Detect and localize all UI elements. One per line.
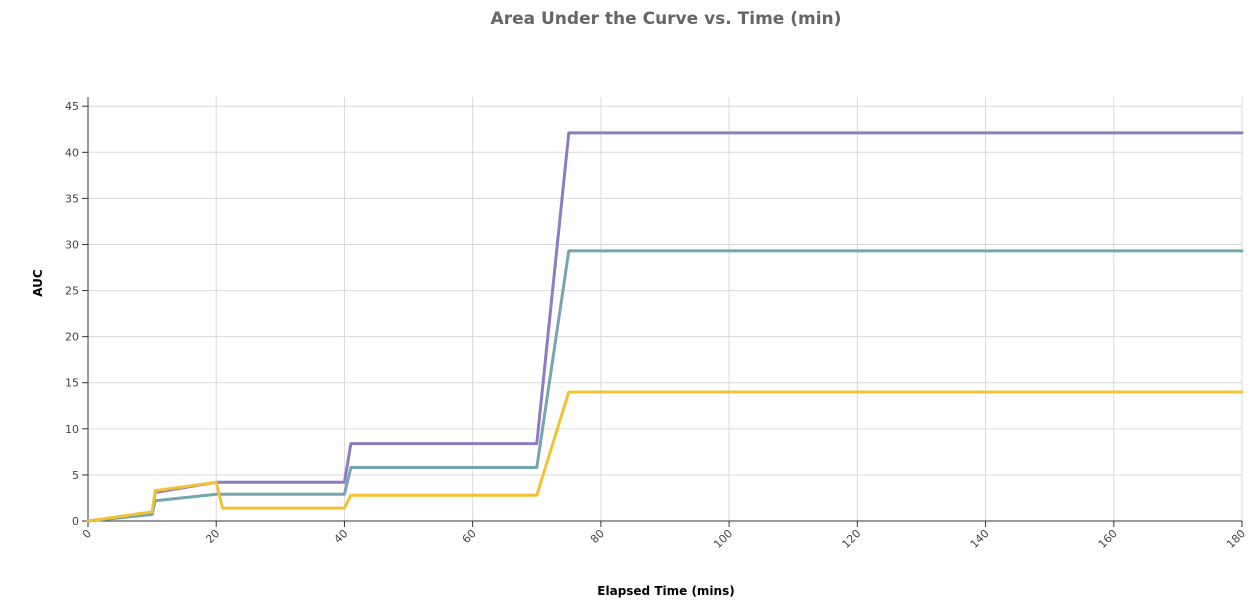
axes (88, 97, 1242, 521)
y-tick-label: 40 (65, 146, 79, 159)
y-tick-label: 45 (65, 100, 79, 113)
series-line-1 (88, 133, 1242, 521)
x-tick-label: 140 (968, 527, 992, 551)
x-tick-label: 160 (1096, 527, 1120, 551)
chart-title: Area Under the Curve vs. Time (min) (491, 9, 842, 29)
x-tick-label: 180 (1224, 527, 1248, 551)
y-tick-label: 15 (65, 377, 79, 390)
y-tick-label: 20 (65, 331, 79, 344)
y-tick-label: 30 (65, 238, 79, 251)
y-axis-label: AUC (31, 269, 45, 297)
x-tick-label: 20 (203, 527, 222, 546)
y-tick-label: 5 (72, 469, 79, 482)
y-tick-label: 0 (72, 515, 79, 528)
y-tick-label: 10 (65, 423, 79, 436)
y-tick-label: 35 (65, 192, 79, 205)
x-tick-label: 60 (460, 527, 479, 546)
x-tick-label: 100 (711, 527, 735, 551)
series-line-3 (88, 392, 1242, 521)
series-line-2 (88, 251, 1242, 521)
x-axis-label: Elapsed Time (mins) (597, 584, 734, 598)
y-axis-ticks: 0 5 10 15 20 25 30 35 40 45 (65, 100, 88, 528)
x-tick-label: 40 (331, 527, 350, 546)
x-axis-ticks: 0 20 40 60 80 100 120 140 160 180 (80, 521, 1248, 551)
y-tick-label: 25 (65, 285, 79, 298)
x-tick-label: 120 (839, 527, 863, 551)
x-tick-label: 0 (80, 527, 94, 541)
x-tick-label: 80 (588, 527, 607, 546)
series-lines (88, 133, 1242, 521)
grid-lines (88, 97, 1242, 521)
